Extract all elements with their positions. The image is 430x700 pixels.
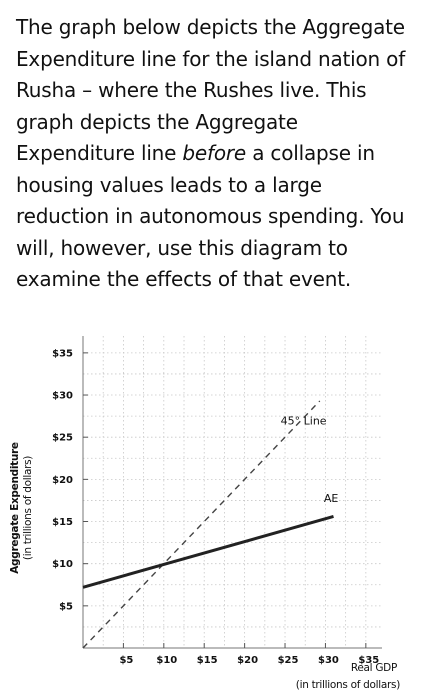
question-text-emphasis: before <box>182 141 247 165</box>
y-axis-label-line2: (in trillions of dollars) <box>22 456 34 560</box>
y-axis-label-line1: Aggregate Expenditure <box>9 442 21 574</box>
x-tick-label: $35 <box>358 655 379 666</box>
x-axis-label-line1: Real GDP <box>351 662 397 674</box>
y-tick-label: $10 <box>52 559 73 570</box>
x-tick-label: $25 <box>278 655 299 666</box>
series-line-45-line <box>82 400 321 649</box>
x-tick-label: $10 <box>156 655 177 666</box>
y-tick-label: $35 <box>52 348 73 359</box>
x-tick-label: $30 <box>318 655 339 666</box>
y-tick-label: $30 <box>52 391 73 402</box>
y-tick-label: $5 <box>59 601 73 612</box>
y-tick-label: $25 <box>52 433 73 444</box>
chart-grid <box>83 336 382 648</box>
chart-axes <box>82 336 382 649</box>
question-text-part1: The graph below depicts the Aggregate Ex… <box>16 15 406 165</box>
question-text-part2: a collapse in housing values leads to a … <box>16 141 405 291</box>
chart-series <box>82 400 334 649</box>
series-line-ae <box>82 515 334 589</box>
y-tick-label: $20 <box>52 475 73 486</box>
x-axis-label-line2: (in trillions of dollars) <box>296 679 400 691</box>
x-tick-label: $5 <box>119 655 133 666</box>
chart-labels: $5 $10 $15 $20 $25 $30 $35 $5 $10 $15 $20 $25 $30 $35… <box>52 348 379 666</box>
annotation-label: AE <box>324 492 339 505</box>
question-text: The graph below depicts the Aggregate Ex… <box>16 12 420 296</box>
annotation-label: 45° Line <box>281 415 327 428</box>
aggregate-expenditure-chart: $5 $10 $15 $20 $25 $30 $35 $5 $10 $15 $20 $25 $30 $35… <box>9 336 400 691</box>
x-tick-label: $15 <box>197 655 218 666</box>
x-tick-label: $20 <box>237 655 258 666</box>
y-tick-label: $15 <box>52 517 73 528</box>
